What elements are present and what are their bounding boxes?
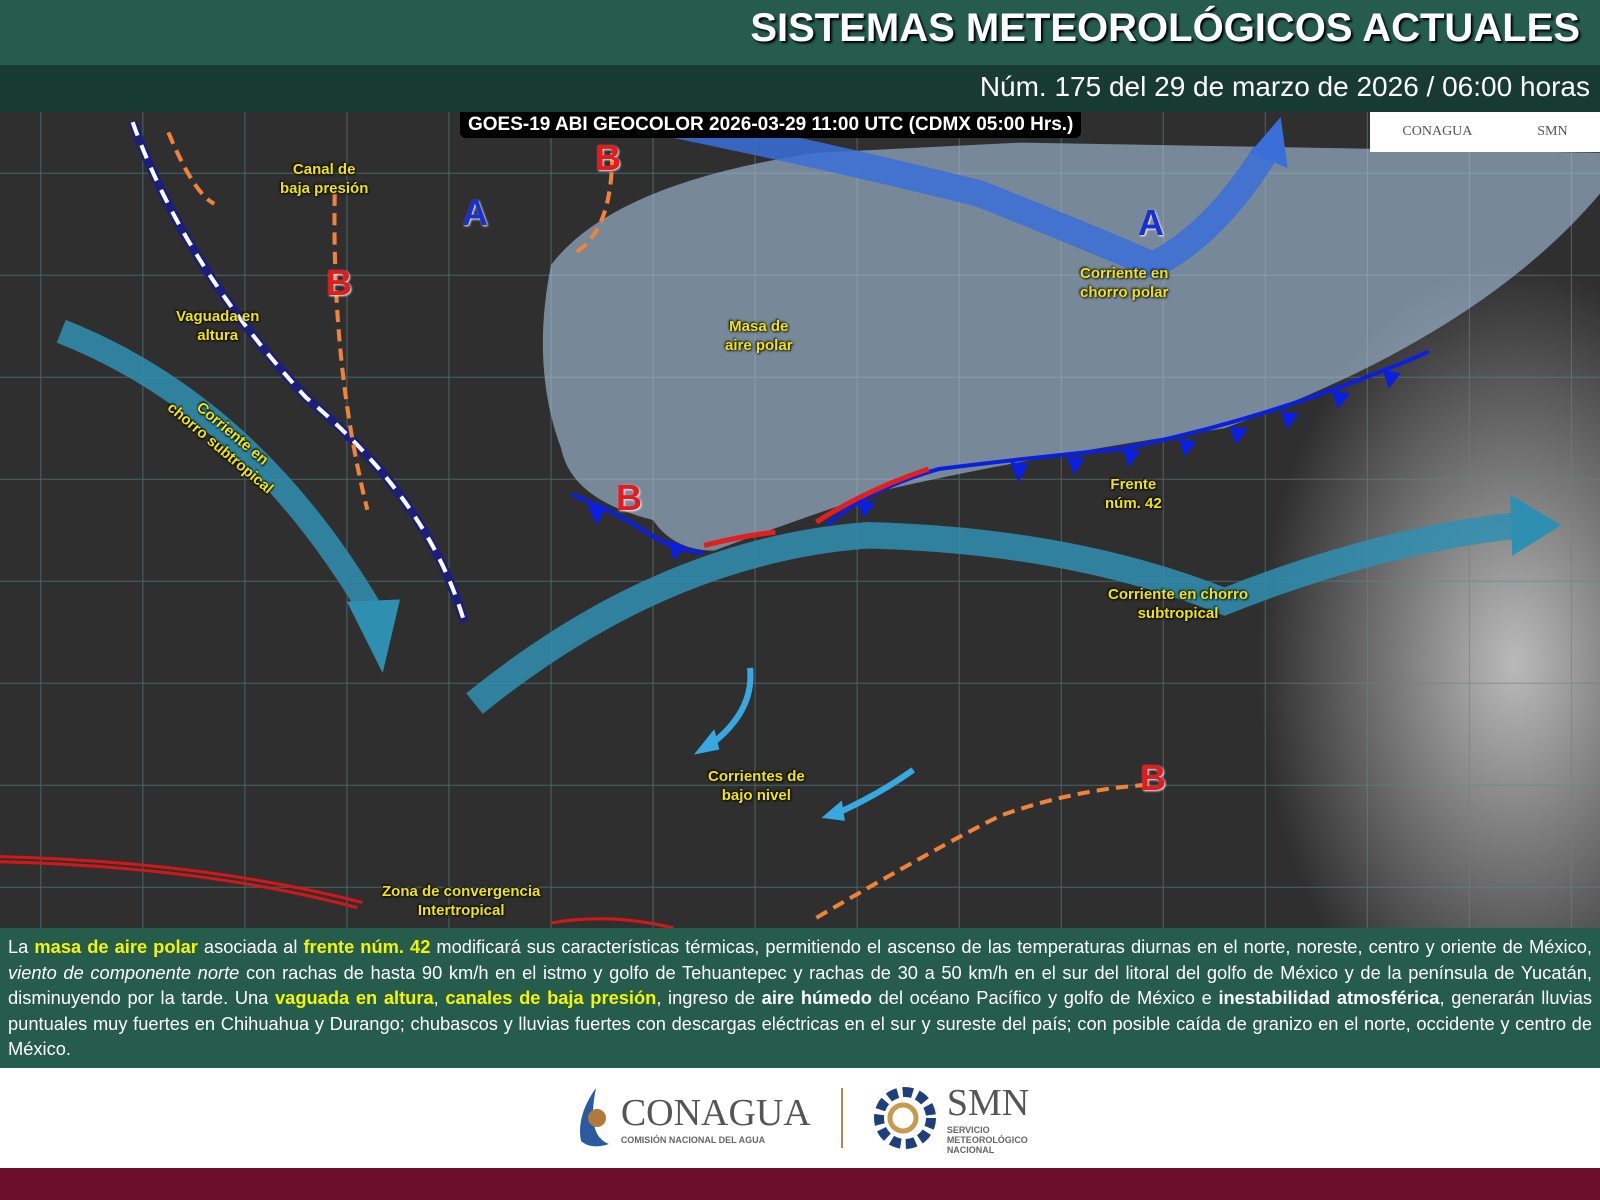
highlight: masa de aire polar (34, 936, 198, 957)
map-graphics (0, 112, 1600, 928)
conagua-logo-small: CONAGUA (1402, 124, 1473, 139)
west-subtropical-jet-arrowhead (346, 599, 400, 673)
label-upper-trough: Vaguada en altura (176, 308, 260, 344)
smn-emblem-icon (873, 1087, 936, 1149)
highlight: vaguada en altura (275, 987, 434, 1008)
italic-text: viento de componente norte (8, 961, 240, 983)
low-pressure-center: B (595, 137, 621, 178)
text: del océano Pacífico y golfo de México e (871, 987, 1219, 1008)
text: , ingreso de (656, 987, 762, 1008)
satellite-timestamp: GOES-19 ABI GEOCOLOR 2026-03-29 11:00 UT… (460, 112, 1082, 138)
smn-logo: SMN SERVICIO METEOROLÓGICO NACIONAL (873, 1081, 1029, 1155)
high-pressure-center: A (462, 192, 488, 233)
label-low-level-currents: Corrientes de bajo nivel (708, 768, 805, 804)
polar-jet-arrowhead (1250, 117, 1288, 169)
bold-text: inestabilidad atmosférica (1218, 987, 1440, 1008)
conagua-subtitle: COMISIÓN NACIONAL DEL AGUA (620, 1135, 766, 1145)
west-subtropical-jet (56, 319, 389, 629)
bulletin-number-date: Núm. 175 del 29 de marzo de 2026 / 06:00… (0, 65, 1600, 112)
low-pressure-center: B (326, 262, 352, 303)
warm-front-segments (703, 466, 930, 548)
label-low-channel: Canal de baja presión (280, 161, 369, 197)
east-subtropical-jet-arrowhead (1510, 494, 1562, 556)
conagua-logo: CONAGUA COMISIÓN NACIONAL DEL AGUA (571, 1086, 811, 1150)
text: modificará sus características térmicas,… (430, 936, 1592, 957)
label-polar-jet: Corriente en chorro polar (1080, 265, 1169, 301)
text: con rachas de hasta 90 km/h en el istmo … (8, 961, 1592, 1009)
text: La (8, 936, 35, 957)
bottom-bar (0, 1168, 1600, 1200)
label-polar-air-mass: Masa de aire polar (725, 318, 793, 354)
polar-air-mass (542, 142, 1600, 551)
cold-front-42 (570, 349, 1430, 555)
weather-map: GOES-19 ABI GEOCOLOR 2026-03-29 11:00 UT… (0, 112, 1600, 928)
text: , (433, 987, 446, 1008)
label-itcz: Zona de convergencia Intertropical (382, 883, 541, 919)
low-pressure-center: B (1140, 757, 1166, 798)
highlight: canales de baja presión (445, 987, 657, 1008)
bold-text: aire húmedo (761, 987, 872, 1008)
conagua-emblem-icon (579, 1088, 609, 1147)
polar-jet-stream (609, 112, 1277, 280)
header-logos: CONAGUA SMN (1370, 112, 1600, 152)
page-title: SISTEMAS METEOROLÓGICOS ACTUALES (0, 0, 1600, 65)
highlight: frente núm. 42 (303, 936, 431, 957)
logo-divider (840, 1088, 843, 1148)
smn-logo-small: SMN (1537, 124, 1568, 139)
label-east-subtropical-jet: Corriente en chorro subtropical (1108, 586, 1249, 622)
east-subtropical-jet (466, 511, 1522, 714)
text: , generarán lluvias puntuales muy fuerte… (8, 987, 1593, 1059)
conagua-wordmark: CONAGUA (620, 1092, 811, 1134)
bulletin-text: La masa de aire polar asociada al frente… (0, 928, 1600, 1068)
smn-subtitle: SERVICIO METEOROLÓGICO NACIONAL (946, 1125, 1028, 1155)
footer-logos: CONAGUA COMISIÓN NACIONAL DEL AGUA SMN SER… (0, 1068, 1600, 1168)
low-pressure-channels (166, 131, 615, 511)
low-pressure-center: B (616, 477, 642, 518)
label-front-42: Frente núm. 42 (1105, 476, 1162, 512)
smn-wordmark: SMN (946, 1082, 1030, 1124)
itcz (0, 855, 674, 928)
text: asociada al (197, 936, 304, 957)
high-pressure-center: A (1138, 202, 1164, 243)
